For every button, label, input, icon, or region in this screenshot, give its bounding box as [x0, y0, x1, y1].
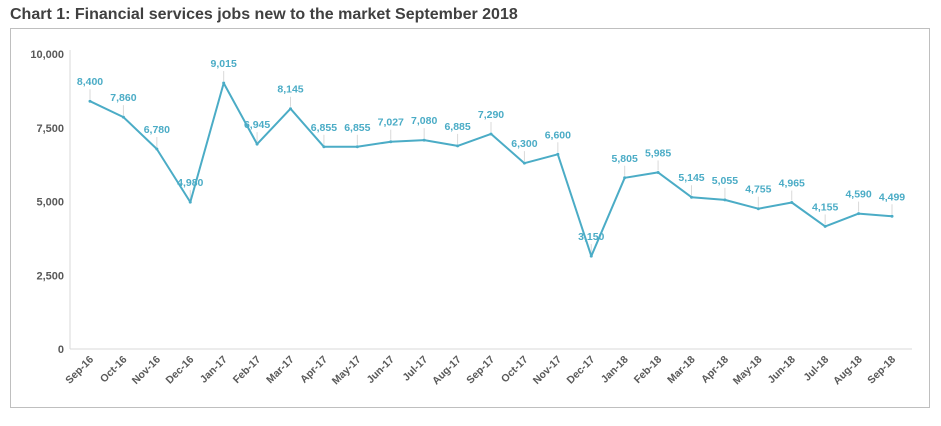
- x-tick-label: Oct-17: [499, 354, 531, 386]
- data-point: [523, 162, 526, 165]
- data-label: 8,145: [277, 84, 303, 96]
- data-point: [891, 215, 894, 218]
- data-point: [89, 100, 92, 103]
- x-tick-label: May-18: [731, 354, 765, 388]
- data-label: 6,855: [344, 122, 370, 134]
- x-tick-label: Dec-17: [565, 354, 598, 387]
- x-tick-label: Jun-17: [364, 354, 397, 387]
- x-tick-label: Aug-17: [430, 354, 464, 388]
- data-label: 8,400: [77, 76, 103, 88]
- data-label: 6,855: [311, 122, 337, 134]
- y-axis-ticks: 0 2,500 5,000 7,500 10,000: [30, 49, 64, 356]
- x-tick-label: Oct-16: [98, 354, 130, 386]
- x-tick-label: Mar-17: [264, 354, 297, 387]
- data-label: 4,155: [812, 201, 838, 213]
- data-label: 4,755: [745, 184, 771, 196]
- x-tick-label: Nov-16: [130, 354, 163, 387]
- y-tick-label: 5,000: [36, 197, 64, 209]
- data-point: [790, 201, 793, 204]
- data-label: 4,980: [177, 177, 203, 189]
- data-label-leader-lines: [90, 71, 892, 254]
- data-point: [189, 201, 192, 204]
- data-point: [857, 212, 860, 215]
- data-point: [657, 171, 660, 174]
- data-label: 4,499: [879, 191, 905, 203]
- data-label: 5,145: [678, 172, 704, 184]
- data-point: [556, 153, 559, 156]
- x-tick-label: Feb-17: [231, 354, 264, 387]
- x-tick-label: Aug-18: [831, 354, 865, 388]
- data-label: 4,965: [779, 178, 805, 190]
- x-tick-label: Dec-16: [164, 354, 197, 387]
- data-point: [723, 198, 726, 201]
- data-label: 6,780: [144, 124, 170, 136]
- x-tick-label: Jul-17: [400, 354, 430, 384]
- data-label: 6,885: [444, 121, 470, 133]
- x-tick-label: Apr-18: [699, 354, 731, 386]
- data-label: 5,055: [712, 175, 738, 187]
- x-tick-label: Sep-17: [464, 354, 497, 387]
- data-label: 3,150: [578, 231, 604, 243]
- line-chart: 02,5005,0007,50010,000 Sep-16 Oct-16 Nov-1…: [0, 0, 941, 426]
- data-point: [322, 145, 325, 148]
- data-label: 7,860: [110, 92, 136, 104]
- data-point: [757, 207, 760, 210]
- y-tick-label: 0: [58, 344, 64, 356]
- data-label: 7,290: [478, 109, 504, 121]
- x-tick-label: Jun-18: [765, 354, 798, 387]
- y-tick-label: 10,000: [30, 49, 64, 61]
- data-point: [256, 143, 259, 146]
- data-point: [490, 132, 493, 135]
- data-point: [690, 196, 693, 199]
- data-label: 5,805: [612, 153, 638, 165]
- data-point: [456, 144, 459, 147]
- data-point: [356, 145, 359, 148]
- data-label: 6,300: [511, 138, 537, 150]
- data-point: [623, 176, 626, 179]
- x-tick-label: Sep-16: [63, 354, 96, 387]
- x-axis-ticks: Sep-16 Oct-16 Nov-16 Dec-16 Jan-17 Feb-17 Mar-…: [63, 354, 898, 388]
- data-label: 9,015: [211, 58, 237, 70]
- data-label: 7,080: [411, 115, 437, 127]
- data-point: [389, 140, 392, 143]
- data-label: 6,600: [545, 129, 571, 141]
- x-tick-label: May-17: [330, 354, 364, 388]
- data-point: [423, 139, 426, 142]
- data-point: [590, 255, 593, 258]
- data-label: 6,945: [244, 119, 270, 131]
- data-label: 4,590: [845, 189, 871, 201]
- x-tick-label: Jul-18: [801, 354, 831, 384]
- y-tick-label: 2,500: [36, 270, 64, 282]
- x-tick-label: Jan-18: [599, 354, 631, 386]
- x-tick-label: Jan-17: [198, 354, 230, 386]
- data-point: [824, 225, 827, 228]
- x-tick-label: Feb-18: [632, 354, 665, 387]
- x-tick-label: Nov-17: [531, 354, 564, 387]
- data-point: [122, 116, 125, 119]
- data-labels: 8,400 7,860 6,780 4,980 9,015 6,945 8,145 6,855…: [77, 58, 905, 243]
- x-tick-label: Apr-17: [298, 354, 330, 386]
- data-point: [222, 82, 225, 85]
- x-tick-label: Mar-18: [665, 354, 698, 387]
- data-label: 7,027: [378, 117, 404, 129]
- y-tick-label: 7,500: [36, 123, 64, 135]
- data-point: [289, 107, 292, 110]
- data-point: [155, 147, 158, 150]
- data-label: 5,985: [645, 147, 671, 159]
- x-tick-label: Sep-18: [865, 354, 898, 387]
